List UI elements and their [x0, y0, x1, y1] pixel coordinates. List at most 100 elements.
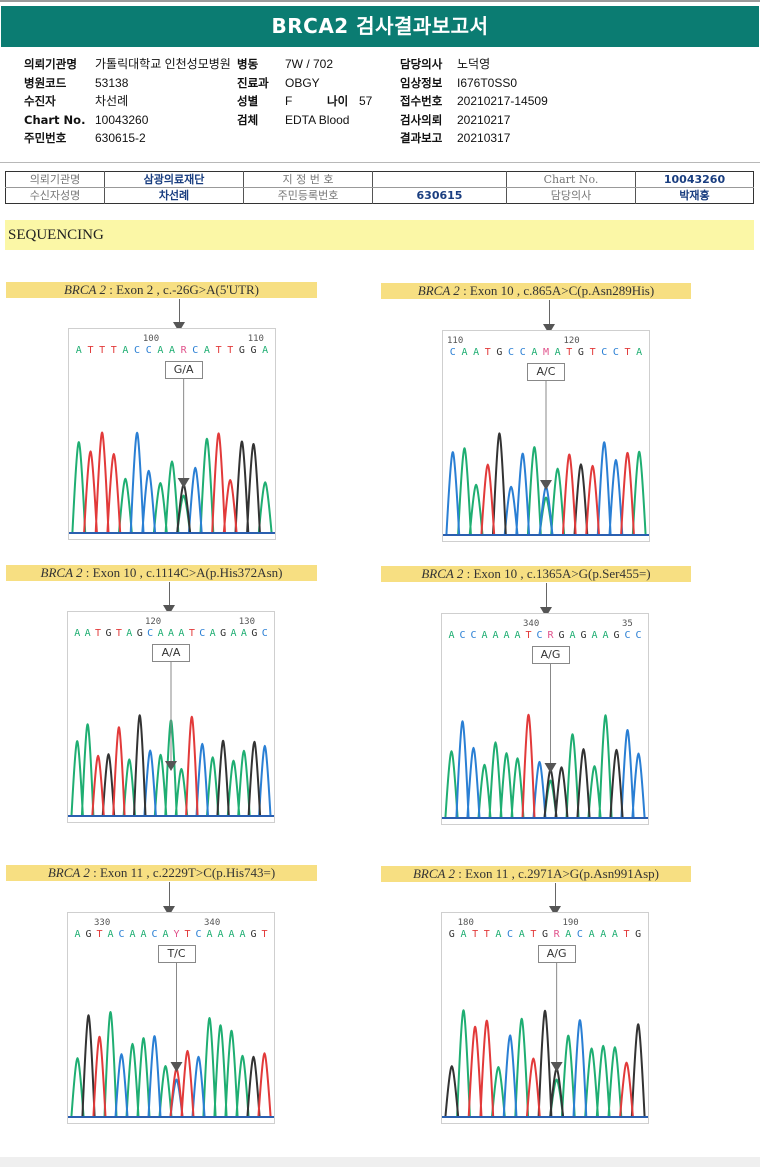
- section-divider: [0, 162, 760, 163]
- pointer-line: [546, 583, 547, 608]
- position-label: 180: [458, 918, 474, 928]
- genotype-label: A/G: [537, 945, 576, 963]
- base-call: G: [496, 347, 502, 358]
- base-call: Y: [173, 929, 179, 940]
- base-call: G: [251, 345, 257, 356]
- info-value: 20210217-14509: [457, 94, 548, 108]
- table-cell-label: 주민등록번호: [243, 187, 373, 204]
- info-value: I676T0SS0: [457, 75, 518, 90]
- variant-title: BRCA 2 : Exon 10 , c.1365A>G(p.Ser455=): [381, 566, 691, 582]
- gene-name: BRCA 2: [421, 566, 464, 581]
- base-call: C: [520, 347, 526, 358]
- base-call: G: [542, 929, 548, 940]
- genotype-label: A/G: [531, 646, 570, 664]
- base-call: C: [507, 929, 513, 940]
- table-cell-value: 10043260: [635, 171, 754, 188]
- trace-C-peaks: [455, 720, 646, 819]
- info-label: 담당의사: [400, 57, 443, 71]
- base-call: T: [99, 345, 105, 356]
- base-call: C: [134, 345, 140, 356]
- base-call: A: [217, 929, 223, 940]
- base-call: A: [495, 929, 501, 940]
- base-call: A: [600, 929, 606, 940]
- variant-title: BRCA 2 : Exon 2 , c.-26G>A(5'UTR): [6, 282, 317, 298]
- info-value: 가톨릭대학교 인천성모병원: [95, 57, 231, 71]
- base-call: A: [231, 628, 237, 639]
- base-call: A: [162, 929, 168, 940]
- position-label: 120: [145, 617, 161, 627]
- lab-info-table: 의뢰기관명 삼광의료재단 지 정 번 호 Chart No. 10043260 …: [5, 171, 754, 204]
- chromatogram: 120 130 A A T G T A G C A A A T C A G A A G C A/A: [67, 611, 275, 823]
- trace-T-peaks: [467, 1019, 634, 1118]
- base-call: A: [503, 630, 509, 641]
- base-call: A: [555, 347, 561, 358]
- base-call: T: [525, 630, 531, 641]
- base-call: C: [262, 628, 268, 639]
- trace-A-peaks: [444, 714, 613, 819]
- base-call: C: [613, 347, 619, 358]
- base-call: A: [514, 630, 520, 641]
- info-value: 노덕영: [457, 57, 491, 71]
- position-label: 340: [204, 918, 220, 928]
- position-label: 120: [563, 336, 579, 346]
- base-call: G: [137, 628, 143, 639]
- position-label: 35: [622, 619, 633, 629]
- patient-info-col2: 병동 7W / 702 진료과 OBGY 성별 F 나이 57 검체 EDTA Blood: [237, 55, 372, 129]
- gene-name: BRCA 2: [40, 565, 83, 580]
- variant-description: : Exon 10 , c.1114C>A(p.His372Asn): [82, 565, 283, 580]
- position-label: 330: [94, 918, 110, 928]
- trace-C-peaks: [143, 742, 272, 817]
- base-call: T: [116, 628, 122, 639]
- page-footer-bar: [0, 1157, 760, 1167]
- info-row: 임상정보 I676T0SS0: [400, 74, 548, 93]
- base-call: R: [181, 345, 188, 356]
- base-call: C: [577, 929, 583, 940]
- base-call: A: [178, 628, 184, 639]
- variant-description: : Exon 2 , c.-26G>A(5'UTR): [106, 282, 260, 297]
- base-call: A: [591, 630, 597, 641]
- info-value: 20210217: [457, 112, 511, 127]
- info-row: 검사의뢰 20210217: [400, 111, 548, 130]
- info-row: Chart No. 10043260: [24, 111, 231, 130]
- info-value: 차선례: [95, 94, 129, 108]
- info-label: 병원코드: [24, 75, 67, 90]
- base-call: C: [601, 347, 607, 358]
- trace-T-peaks: [521, 713, 536, 819]
- base-call: C: [635, 630, 641, 641]
- chromatogram: 180 190 G A T T A C A T G R A C A A A T G A/G: [441, 912, 649, 1124]
- info-row: 주민번호 630615-2: [24, 129, 231, 148]
- base-call: A: [612, 929, 618, 940]
- info-value: F: [285, 94, 293, 108]
- info-row: 병원코드 53138: [24, 74, 231, 93]
- variant-title: BRCA 2 : Exon 11 , c.2971A>G(p.Asn991Asp…: [381, 866, 691, 882]
- base-call: A: [158, 628, 164, 639]
- base-call: A: [531, 347, 537, 358]
- info-label: Chart No.: [24, 112, 86, 127]
- pointer-line: [555, 883, 556, 907]
- base-call: A: [636, 347, 642, 358]
- base-call: A: [481, 630, 487, 641]
- base-call: C: [192, 345, 198, 356]
- base-call: A: [122, 345, 128, 356]
- info-value: 20210317: [457, 131, 511, 145]
- variant-title: BRCA 2 : Exon 10 , c.1114C>A(p.His372Asn…: [6, 565, 317, 581]
- position-label: 340: [523, 619, 539, 629]
- base-call: T: [624, 929, 630, 940]
- base-call: A: [262, 345, 268, 356]
- info-label: 수진자: [24, 94, 56, 108]
- info-row: 수진자 차선례: [24, 92, 231, 111]
- base-call: A: [239, 929, 245, 940]
- base-call: G: [580, 630, 586, 641]
- trace-A-peaks: [70, 719, 251, 817]
- base-call: T: [261, 929, 267, 940]
- base-call: T: [530, 929, 536, 940]
- base-call: A: [157, 345, 163, 356]
- genotype-label: A/A: [152, 644, 190, 662]
- chromatogram: 330 340 A G T A C A A C A Y T C A A A A G T T/C: [67, 912, 275, 1124]
- base-call: C: [459, 630, 465, 641]
- position-label: 190: [562, 918, 578, 928]
- base-call: T: [189, 628, 195, 639]
- base-call: G: [449, 929, 455, 940]
- base-call: A: [107, 929, 113, 940]
